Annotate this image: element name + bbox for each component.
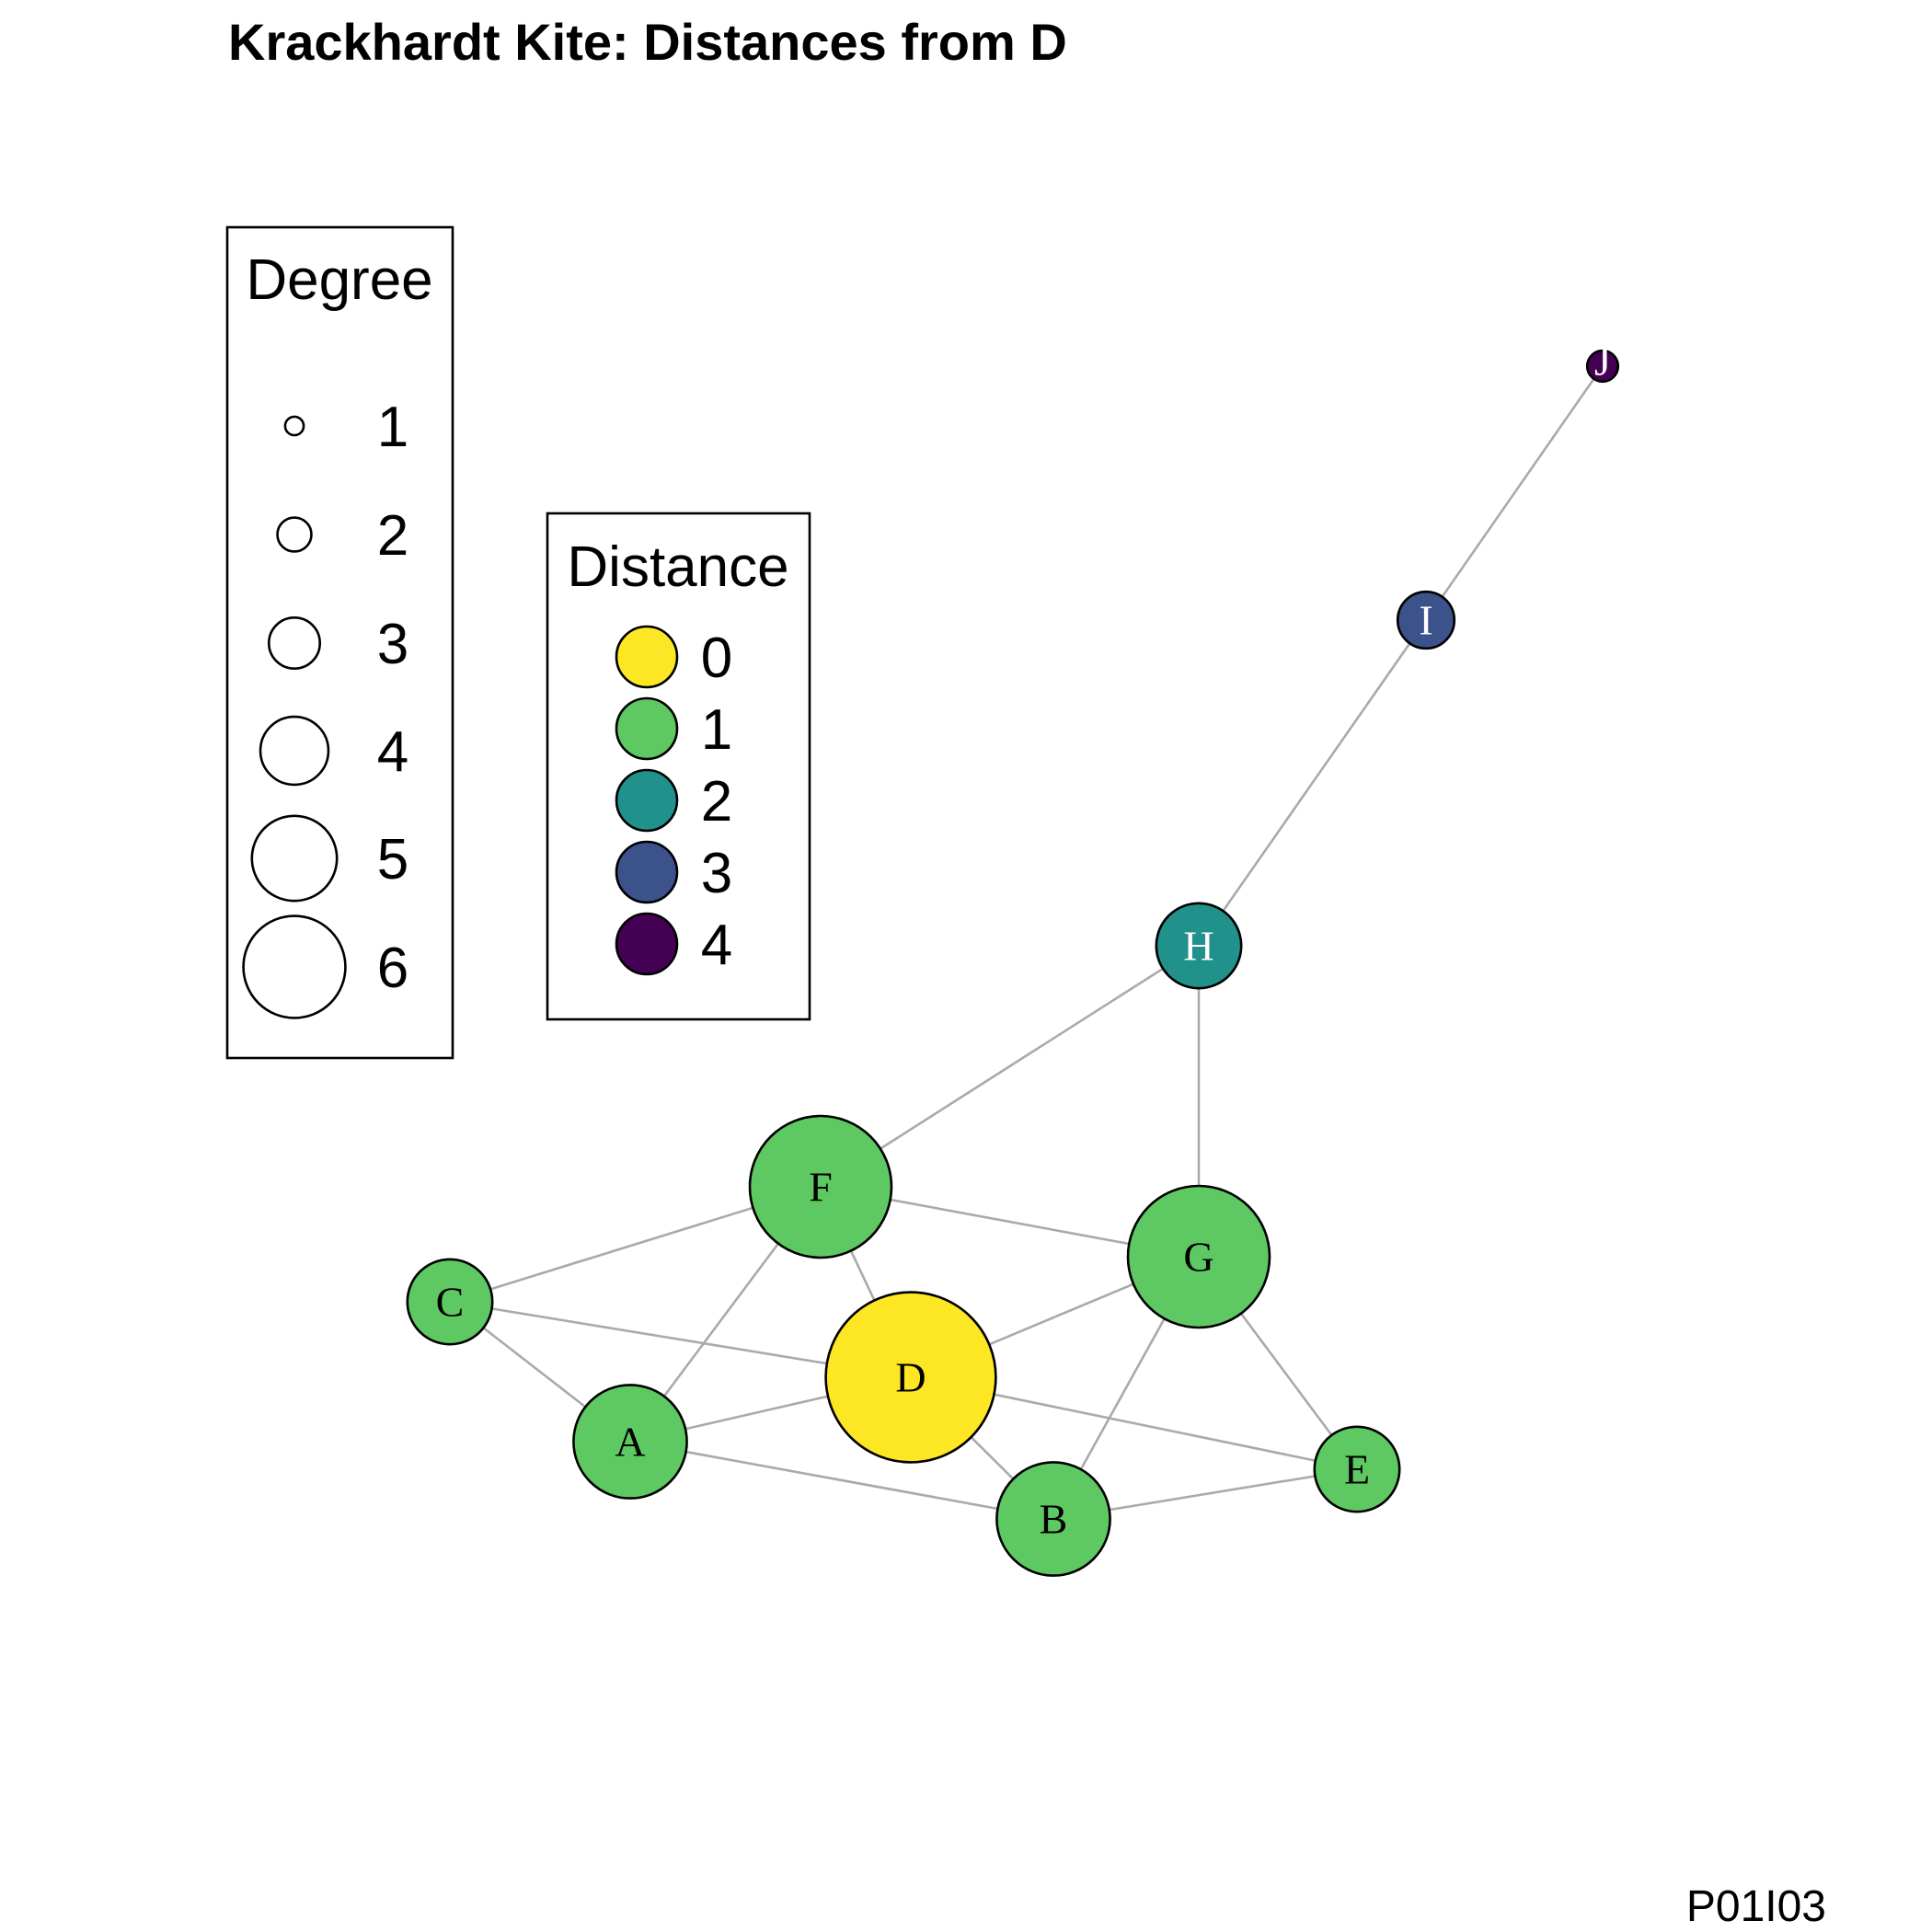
node-label-J: J: [1594, 338, 1611, 385]
node-label-D: D: [895, 1354, 926, 1401]
degree-label-6: 6: [377, 937, 408, 1000]
node-circle-A: [572, 1384, 688, 1500]
node-circle-I: [1396, 590, 1456, 650]
node-A: A: [572, 1384, 688, 1500]
node-circle-B: [995, 1461, 1111, 1577]
node-F: F: [748, 1114, 893, 1259]
edge-A-B: [629, 1440, 1054, 1521]
distance-key-1: [615, 696, 679, 761]
node-label-G: G: [1183, 1234, 1213, 1281]
node-circle-D: [824, 1291, 997, 1464]
edge-F-H: [820, 944, 1200, 1189]
node-J: J: [1585, 338, 1620, 385]
degree-label-2: 2: [377, 504, 408, 568]
degree-key-2: [276, 516, 313, 553]
distance-key-3: [615, 840, 679, 904]
node-label-I: I: [1419, 597, 1432, 644]
degree-legend-title: Degree: [246, 248, 432, 312]
distance-label-0: 0: [701, 627, 732, 690]
node-circle-J: [1585, 349, 1620, 384]
distance-legend-box: [546, 512, 811, 1021]
node-H: H: [1155, 902, 1243, 990]
degree-key-6: [242, 914, 347, 1019]
node-circle-E: [1313, 1425, 1401, 1513]
node-B: B: [995, 1461, 1111, 1577]
node-circle-G: [1126, 1184, 1271, 1329]
edge-H-I: [1197, 619, 1428, 947]
node-G: G: [1126, 1184, 1271, 1329]
degree-key-3: [267, 615, 322, 671]
degree-label-1: 1: [377, 396, 408, 459]
distance-label-4: 4: [701, 914, 732, 977]
degree-label-3: 3: [377, 613, 408, 676]
plot-caption: P01I03: [1686, 1882, 1826, 1931]
node-label-F: F: [809, 1164, 833, 1211]
node-E: E: [1313, 1425, 1401, 1513]
node-C: C: [406, 1258, 494, 1346]
distance-key-0: [615, 625, 679, 689]
node-circle-H: [1155, 902, 1243, 990]
distance-label-2: 2: [701, 770, 732, 834]
node-layer: A B C D E F G H I J: [406, 338, 1620, 1577]
distance-label-3: 3: [701, 842, 732, 905]
degree-label-4: 4: [377, 720, 408, 784]
degree-legend-box: [225, 225, 454, 1060]
node-label-H: H: [1183, 923, 1213, 970]
degree-key-4: [259, 715, 330, 787]
degree-key-1: [283, 415, 305, 437]
plot-title: Krackhardt Kite: Distances from D: [228, 13, 1067, 71]
node-label-B: B: [1040, 1496, 1068, 1543]
distance-legend: Distance 0 1 2 3 4: [546, 512, 811, 1021]
degree-label-5: 5: [377, 828, 408, 891]
distance-key-2: [615, 768, 679, 833]
degree-key-5: [250, 814, 339, 903]
node-circle-C: [406, 1258, 494, 1346]
node-circle-F: [748, 1114, 893, 1259]
node-D: D: [824, 1291, 997, 1464]
distance-legend-title: Distance: [567, 535, 788, 599]
node-label-A: A: [615, 1419, 645, 1466]
distance-key-4: [615, 912, 679, 976]
node-label-E: E: [1344, 1446, 1370, 1493]
degree-legend: Degree 1 2 3 4 5 6: [225, 225, 454, 1060]
distance-label-1: 1: [701, 698, 732, 762]
node-I: I: [1396, 590, 1456, 650]
edge-I-J: [1424, 365, 1604, 621]
node-label-C: C: [436, 1279, 465, 1326]
